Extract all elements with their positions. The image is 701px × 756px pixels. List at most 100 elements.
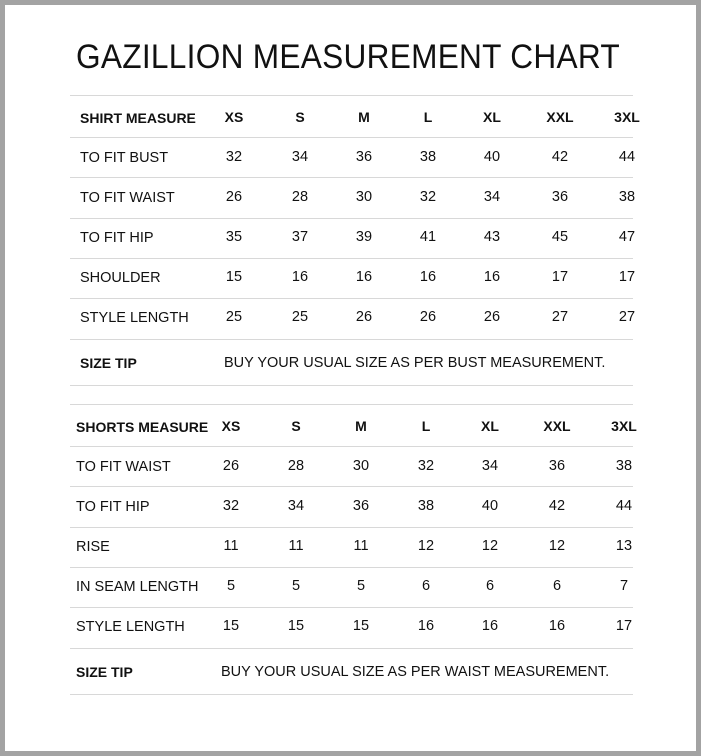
measurement-value: 34 (291, 149, 309, 165)
measurement-value: 26 (222, 458, 240, 474)
measurement-value: 15 (225, 269, 243, 285)
size-column-header: XL (481, 418, 499, 434)
table-divider (70, 177, 633, 178)
size-column-header: L (421, 418, 431, 434)
measurement-value: 36 (355, 149, 373, 165)
measurement-value: 16 (355, 269, 373, 285)
measurement-value: 15 (287, 618, 305, 634)
row-label: TO FIT WAIST (76, 459, 171, 475)
measurement-value: 35 (225, 229, 243, 245)
size-column-header: XXL (546, 109, 574, 125)
table-divider (70, 298, 633, 299)
row-label: IN SEAM LENGTH (76, 579, 199, 595)
measurement-value: 36 (551, 189, 569, 205)
size-tip-label: SIZE TIP (76, 664, 133, 680)
measurement-value: 36 (548, 458, 566, 474)
measurement-value: 28 (287, 458, 305, 474)
measurement-value: 38 (615, 458, 633, 474)
measurement-value: 30 (355, 189, 373, 205)
measurement-value: 39 (355, 229, 373, 245)
measurement-value: 17 (618, 269, 636, 285)
measurement-value: 6 (485, 578, 495, 594)
measurement-value: 11 (223, 538, 239, 554)
measurement-value: 28 (291, 189, 309, 205)
measurement-value: 26 (225, 189, 243, 205)
row-label: RISE (76, 539, 110, 555)
measurement-value: 26 (419, 309, 437, 325)
measurement-value: 40 (481, 498, 499, 514)
measurement-value: 26 (483, 309, 501, 325)
measurement-value: 7 (619, 578, 629, 594)
measurement-value: 25 (291, 309, 309, 325)
measurement-value: 36 (352, 498, 370, 514)
measurement-value: 6 (421, 578, 431, 594)
table-divider (70, 95, 633, 96)
measurement-value: 30 (352, 458, 370, 474)
measurement-value: 12 (481, 538, 499, 554)
measurement-value: 32 (417, 458, 435, 474)
measurement-value: 12 (548, 538, 566, 554)
size-tip-text: BUY YOUR USUAL SIZE AS PER WAIST MEASURE… (221, 664, 610, 680)
row-label: STYLE LENGTH (80, 310, 189, 326)
measurement-value: 32 (222, 498, 240, 514)
measurement-value: 34 (481, 458, 499, 474)
table-divider (70, 607, 633, 608)
measurement-value: 44 (618, 149, 636, 165)
measurement-value: 27 (551, 309, 569, 325)
measurement-value: 41 (419, 229, 437, 245)
measurement-value: 43 (483, 229, 501, 245)
table-divider (70, 567, 633, 568)
row-label: TO FIT WAIST (80, 190, 175, 206)
table-divider (70, 258, 633, 259)
row-label: TO FIT HIP (76, 499, 150, 515)
measurement-value: 5 (291, 578, 301, 594)
measurement-value: 5 (356, 578, 366, 594)
measurement-value: 17 (551, 269, 569, 285)
measurement-value: 13 (615, 538, 633, 554)
table-divider (70, 446, 633, 447)
size-column-header: L (423, 109, 433, 125)
measurement-value: 27 (618, 309, 636, 325)
table-divider (70, 527, 633, 528)
measurement-value: 37 (291, 229, 309, 245)
measurement-value: 16 (419, 269, 437, 285)
measurement-value: 12 (417, 538, 435, 554)
size-column-header: S (291, 418, 301, 434)
size-tip-label: SIZE TIP (80, 355, 137, 371)
table-divider (70, 137, 633, 138)
page-title: GAZILLION MEASUREMENT CHART (76, 38, 621, 76)
measurement-value: 16 (483, 269, 501, 285)
row-label: SHOULDER (80, 270, 161, 286)
table-divider (70, 385, 633, 386)
measurement-value: 38 (419, 149, 437, 165)
measurement-value: 32 (419, 189, 437, 205)
measurement-value: 25 (225, 309, 243, 325)
size-column-header: XS (224, 109, 244, 125)
table-header-label: SHORTS MEASURE (76, 419, 209, 435)
measurement-value: 38 (417, 498, 435, 514)
measurement-value: 11 (288, 538, 304, 554)
measurement-value: 45 (551, 229, 569, 245)
measurement-value: 16 (548, 618, 566, 634)
measurement-value: 6 (552, 578, 562, 594)
size-column-header: XS (221, 418, 241, 434)
size-column-header: M (355, 418, 367, 434)
table-divider (70, 648, 633, 649)
table-divider (70, 339, 633, 340)
row-label: TO FIT BUST (80, 150, 169, 166)
size-column-header: XXL (543, 418, 571, 434)
table-header-label: SHIRT MEASURE (80, 110, 196, 126)
page: GAZILLION MEASUREMENT CHART SHIRT MEASUR… (5, 5, 696, 751)
measurement-value: 34 (483, 189, 501, 205)
size-column-header: S (295, 109, 305, 125)
measurement-value: 15 (222, 618, 240, 634)
size-column-header: M (358, 109, 370, 125)
measurement-value: 16 (291, 269, 309, 285)
measurement-value: 16 (481, 618, 499, 634)
table-divider (70, 404, 633, 405)
measurement-value: 16 (417, 618, 435, 634)
measurement-value: 42 (551, 149, 569, 165)
measurement-value: 47 (618, 229, 636, 245)
size-column-header: 3XL (611, 418, 637, 434)
measurement-value: 5 (226, 578, 236, 594)
